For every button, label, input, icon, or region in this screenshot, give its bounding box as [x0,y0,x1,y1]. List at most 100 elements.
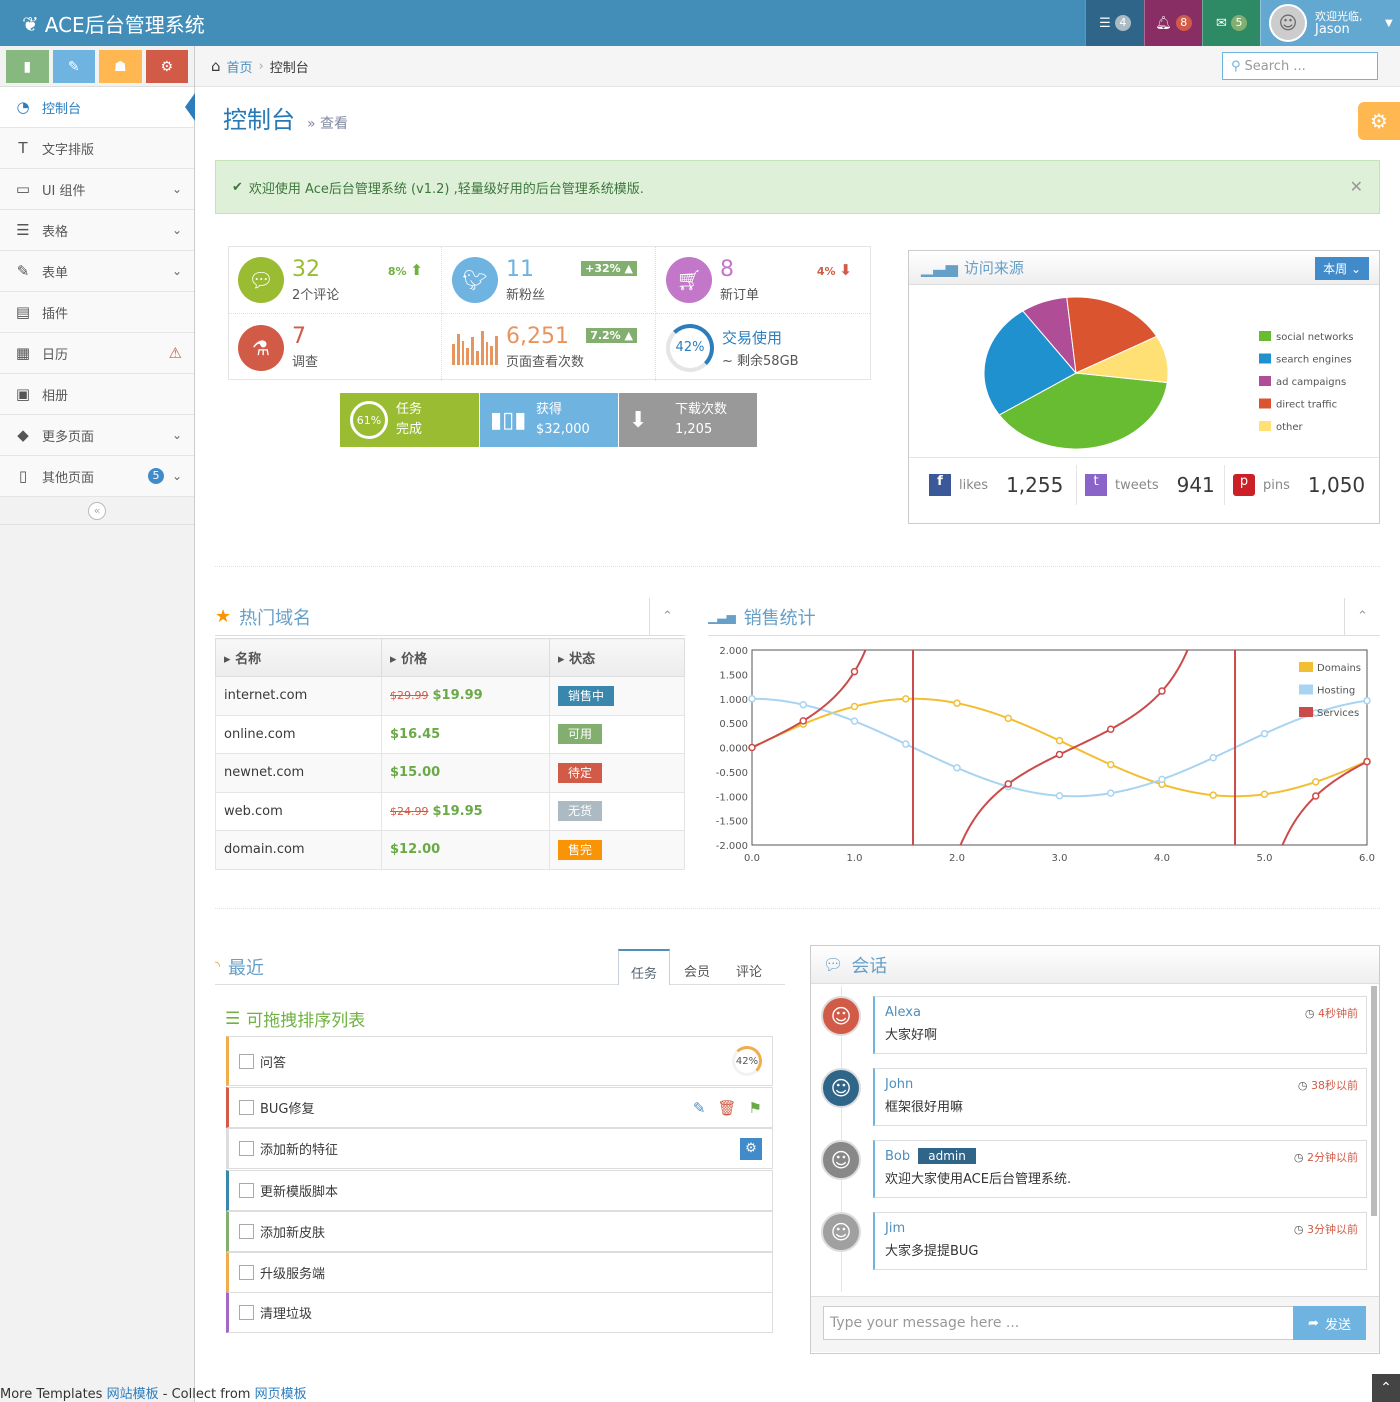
send-button[interactable]: ➦ 发送 [1293,1306,1366,1340]
infobox-label: 新订单 [720,287,760,303]
task-item[interactable]: 问答 42% [226,1036,773,1086]
task-item[interactable]: 更新模版脚本 [226,1170,773,1211]
tab-tasks[interactable]: 任务 [618,949,671,985]
scroll-to-top-button[interactable]: ⌃ [1372,1374,1400,1402]
infobox-stat: 8% [387,265,407,278]
sidebar-item-tables[interactable]: ☰ 表格 ⌄ [0,210,194,251]
data-point [1312,792,1320,800]
task-checkbox[interactable] [239,1053,254,1069]
data-point [850,702,859,711]
task-item[interactable]: 清理垃圾 [226,1292,773,1333]
domain-status-cell: 可用 [549,714,685,754]
domain-status-cell: 无货 [549,791,685,831]
chat-author[interactable]: Bob [885,1149,911,1164]
clock-icon: ◷ [1304,1007,1315,1020]
breadcrumb-separator: › [258,58,264,74]
range-dropdown[interactable]: 本周 ⌄ [1315,257,1369,280]
sidebar-item-plugins[interactable]: ▤ 插件 [0,292,194,333]
infobox-stat: +32% [585,262,621,275]
status-badge: 可用 [558,724,603,745]
legend-label: other [1276,422,1304,433]
user-menu[interactable]: ☺ 欢迎光临, Jason ▼ [1260,0,1400,46]
legend-label: Services [1317,708,1359,719]
sidebar-item-more-pages[interactable]: ◆ 更多页面 ⌄ [0,415,194,456]
list-title: 可拖拽排序列表 [246,1011,366,1031]
task-checkbox[interactable] [239,1305,254,1320]
task-item[interactable]: 升级服务端 [226,1252,773,1293]
legend-swatch [1299,684,1313,695]
search-box[interactable]: ⚲ Search ... [1222,52,1378,80]
pie-slice [1074,335,1169,384]
column-header[interactable]: ▸ 状态 [549,638,685,677]
status-badge: 销售中 [558,685,615,706]
plot-frame [751,649,1368,846]
signal-icon: ▁▃▅ [921,258,958,277]
infobox-surveys: ⚗ 7 调查 [228,314,442,381]
sidebar-item-typography[interactable]: T 文字排版 [0,128,194,169]
x-tick-label: 6.0 [1359,853,1375,864]
tasks-nav[interactable]: ☰ 4 [1085,0,1144,46]
pencil-shortcut-button[interactable]: ✎ [52,50,95,83]
bell-icon: 🔔︎ [1155,15,1172,31]
column-header[interactable]: ▸ 价格 [381,638,550,677]
sidebar-item-ui[interactable]: ▭ UI 组件 ⌄ [0,169,194,210]
task-checkbox[interactable] [239,1183,254,1198]
cogs-shortcut-button[interactable]: ⚙ [145,50,188,83]
task-item[interactable]: BUG修复 ✎ 🗑︎ ⚑ [226,1087,773,1128]
user-avatar: ☺ [1269,4,1307,42]
task-checkbox[interactable] [239,1224,254,1239]
sidebar-item-label: 更多页面 [42,429,95,445]
sidebar-item-calendar[interactable]: ▦ 日历 ⚠ [0,333,194,374]
sidebar-item-other-pages[interactable]: ▯ 其他页面 5 ⌄ [0,456,194,497]
check-icon: ✔ [232,179,243,195]
notifications-nav[interactable]: 🔔︎ 8 [1144,0,1202,46]
settings-toggle-button[interactable]: ⚙ [1358,102,1400,140]
widget-title: 会话 [851,955,888,977]
column-header[interactable]: ▸ 名称 [215,638,382,677]
domain-name: domain.com [215,830,382,870]
chat-author[interactable]: John [885,1077,914,1092]
tab-comments[interactable]: 评论 [724,949,774,985]
envelope-icon: ✉ [1216,15,1227,31]
chat-message-input[interactable]: Type your message here ... [823,1306,1294,1340]
messages-nav[interactable]: ✉ 5 [1202,0,1260,46]
tile-downloads: ⬇ 下载次数 1,205 [619,393,757,447]
close-icon[interactable]: ✕ [1349,177,1363,196]
signal-icon: ▮ [23,58,32,75]
search-input[interactable]: Search ... [1244,58,1306,74]
chevron-up-icon[interactable]: ⌃ [649,598,685,636]
price: $19.95 [432,803,483,819]
legend-label: search engines [1276,355,1352,366]
infobox-label: 调查 [292,355,319,370]
cog-icon[interactable]: ⚙ [740,1137,762,1160]
tab-members[interactable]: 会员 [672,949,722,985]
group-shortcut-button[interactable]: ☗ [99,50,142,83]
pencil-icon[interactable]: ✎ [692,1098,706,1117]
task-checkbox[interactable] [239,1141,254,1156]
sidebar-item-forms[interactable]: ✎ 表单 ⌄ [0,251,194,292]
sidebar-item-dashboard[interactable]: ◔ 控制台 [0,87,195,128]
task-checkbox[interactable] [239,1100,254,1115]
send-label: 发送 [1324,1317,1351,1333]
double-angle-left-icon: « [88,501,106,520]
search-icon: ⚲ [1231,58,1241,74]
sidebar-item-gallery[interactable]: ▣ 相册 [0,374,194,415]
trash-icon[interactable]: 🗑︎ [717,1098,737,1117]
chevron-up-icon[interactable]: ⌃ [1344,598,1380,636]
task-checkbox[interactable] [239,1265,254,1280]
chat-author[interactable]: Jim [885,1221,906,1236]
tile-earnings: ▮▯▮ 获得 $32,000 [480,393,618,447]
flag-icon[interactable]: ⚑ [748,1098,762,1117]
breadcrumb-home-link[interactable]: 首页 [226,60,253,76]
signal-shortcut-button[interactable]: ▮ [6,50,49,83]
chat-scrollbar[interactable] [1371,986,1377,1216]
task-item[interactable]: 添加新的特征 ⚙ [226,1128,773,1169]
chat-author[interactable]: Alexa [885,1005,921,1020]
chat-bubble: Bob admin 欢迎大家使用ACE后台管理系统. ◷ 2分钟以前 [873,1140,1367,1198]
footer-link[interactable]: 网页模板 [254,1387,307,1402]
task-item[interactable]: 添加新皮肤 [226,1211,773,1252]
sidebar-collapse[interactable]: « [0,497,194,525]
footer-link[interactable]: 网站模板 [106,1387,159,1402]
pencil-icon: ✎ [67,58,80,75]
brand[interactable]: ❦ ACE后台管理系统 [22,9,205,38]
